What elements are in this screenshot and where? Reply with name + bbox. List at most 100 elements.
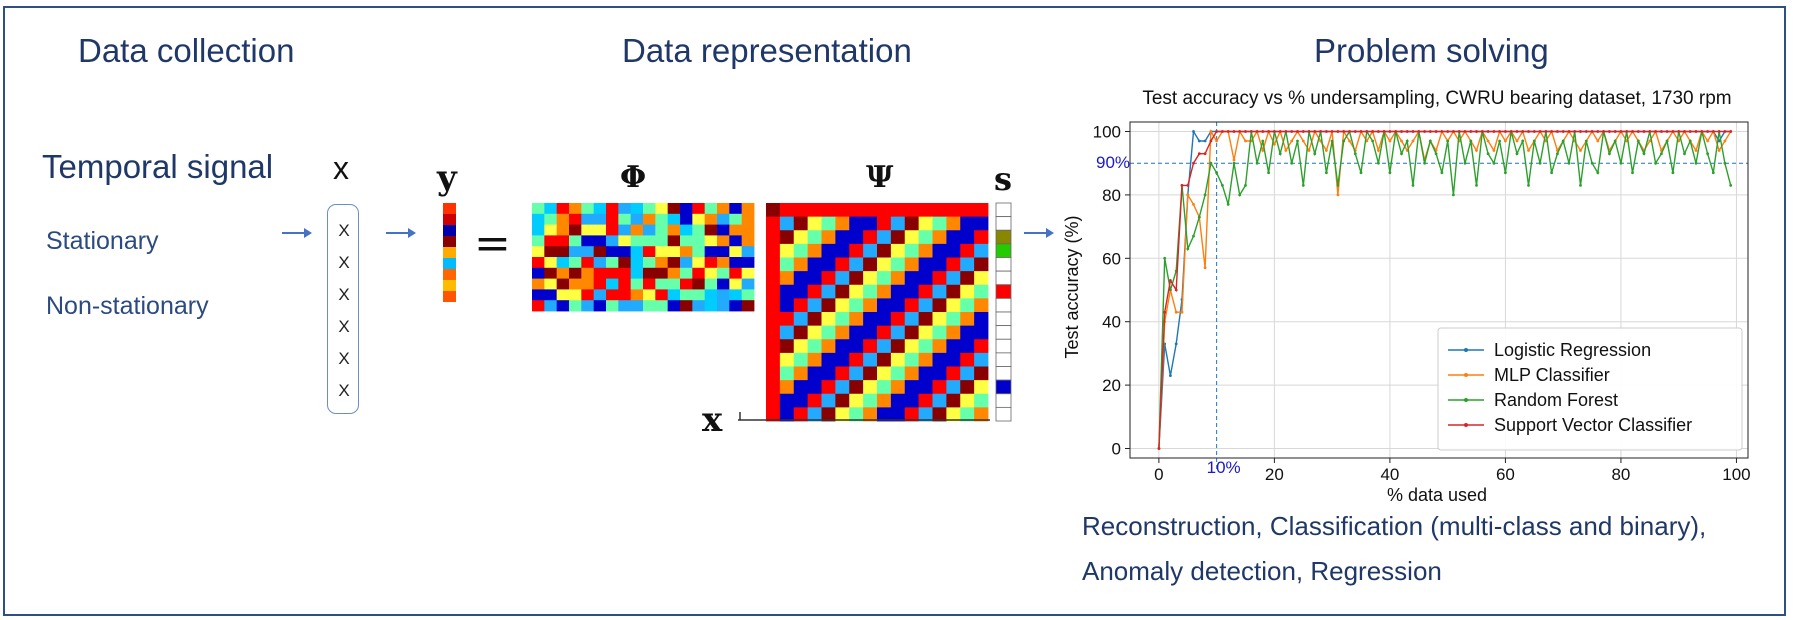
- phi-matrix-cell: [741, 203, 755, 215]
- psi-matrix-cell: [863, 393, 878, 408]
- psi-matrix-cell: [793, 393, 809, 408]
- phi-matrix-cell: [692, 246, 706, 258]
- y-vector-cell: [443, 269, 456, 280]
- phi-matrix-cell: [630, 203, 644, 215]
- psi-matrix-cell: [877, 325, 892, 340]
- phi-matrix-cell: [532, 267, 545, 279]
- psi-matrix-cell: [932, 352, 947, 367]
- phi-matrix-cell: [680, 300, 693, 312]
- psi-matrix-cell: [890, 339, 906, 354]
- psi-matrix-cell: [877, 243, 892, 258]
- series-point: [1400, 152, 1403, 156]
- psi-matrix-cell: [918, 352, 933, 367]
- series-point: [1215, 130, 1218, 133]
- s-vector-cell: [995, 216, 1012, 231]
- s-vector-cell: [995, 311, 1012, 327]
- psi-matrix-cell: [835, 366, 850, 381]
- psi-matrix-cell: [918, 243, 933, 258]
- phi-matrix-cell: [655, 203, 669, 215]
- x-tick-label: 100: [1722, 465, 1750, 484]
- series-point: [1706, 130, 1709, 133]
- heading-data-collection: Data collection: [78, 32, 295, 69]
- psi-matrix-cell: [863, 380, 878, 395]
- phi-matrix-cell: [729, 267, 743, 279]
- series-point: [1452, 130, 1455, 133]
- psi-matrix-cell: [835, 284, 850, 299]
- phi-matrix-cell: [569, 203, 582, 215]
- arrow-icon: [386, 228, 416, 238]
- series-point: [1163, 310, 1167, 314]
- psi-matrix-cell: [835, 271, 850, 286]
- series-point: [1480, 130, 1484, 133]
- phi-matrix-cell: [692, 267, 706, 279]
- s-vector-cell: [995, 297, 1012, 313]
- legend-marker: [1464, 373, 1468, 377]
- series-point: [1342, 139, 1346, 143]
- psi-matrix-cell: [960, 407, 975, 422]
- psi-matrix-cell: [766, 216, 781, 231]
- phi-matrix-cell: [618, 257, 632, 269]
- psi-matrix-cell: [849, 284, 864, 299]
- phi-matrix-cell: [569, 267, 582, 279]
- series-point: [1423, 161, 1426, 165]
- psi-matrix-cell: [807, 216, 822, 231]
- s-vector-cell: [995, 406, 1012, 422]
- psi-matrix-cell: [821, 230, 836, 245]
- psi-matrix-cell: [904, 380, 920, 395]
- psi-matrix-cell: [779, 339, 795, 354]
- series-point: [1631, 171, 1634, 175]
- series-point: [1342, 130, 1346, 133]
- phi-matrix-cell: [606, 278, 619, 290]
- phi-matrix-cell: [581, 278, 595, 290]
- psi-matrix-cell: [946, 312, 961, 327]
- psi-matrix-cell: [807, 366, 822, 381]
- psi-matrix-cell: [877, 380, 892, 395]
- phi-matrix-cell: [606, 246, 619, 258]
- psi-matrix-cell: [779, 407, 795, 422]
- psi-matrix-cell: [877, 366, 892, 381]
- s-vector-cell: [995, 202, 1012, 218]
- psi-matrix-cell: [904, 407, 920, 422]
- series-point: [1648, 130, 1652, 133]
- phi-matrix-cell: [581, 235, 595, 247]
- psi-matrix-cell: [849, 298, 864, 313]
- psi-matrix-cell: [807, 393, 822, 408]
- chart-xlabel: % data used: [1387, 485, 1487, 505]
- series-line: [1158, 129, 1732, 449]
- series-point: [1590, 130, 1594, 133]
- series-point: [1486, 152, 1490, 156]
- series-point: [1325, 171, 1328, 175]
- phi-matrix-cell: [556, 267, 570, 279]
- phi-matrix-cell: [569, 257, 582, 269]
- series-line: [1158, 129, 1732, 449]
- psi-matrix-cell: [766, 284, 781, 299]
- series-point: [1671, 171, 1675, 175]
- x-tick-label: 60: [1496, 465, 1515, 484]
- psi-matrix-cell: [960, 339, 975, 354]
- psi-matrix-cell: [766, 352, 781, 367]
- series-point: [1579, 149, 1582, 152]
- phi-matrix-cell: [655, 289, 669, 301]
- series-point: [1197, 215, 1201, 219]
- phi-matrix-cell: [741, 257, 755, 269]
- phi-matrix-cell: [618, 246, 632, 258]
- phi-matrix-cell: [630, 278, 644, 290]
- psi-matrix-cell: [960, 230, 975, 245]
- series-point: [1221, 130, 1224, 133]
- psi-matrix-cell: [849, 243, 864, 258]
- series-point: [1307, 149, 1311, 152]
- series-point: [1538, 161, 1542, 165]
- series-point: [1273, 142, 1276, 146]
- series-point: [1573, 130, 1577, 133]
- series-point: [1538, 130, 1542, 133]
- psi-matrix-cell: [918, 298, 933, 313]
- y-tick-label: 80: [1102, 186, 1121, 205]
- series-point: [1446, 139, 1450, 143]
- phi-matrix-cell: [532, 300, 545, 312]
- phi-matrix-cell: [655, 246, 669, 258]
- psi-matrix-cell: [890, 312, 906, 327]
- series-point: [1209, 139, 1213, 143]
- phi-matrix-cell: [569, 213, 582, 225]
- series-point: [1665, 130, 1669, 133]
- psi-matrix-cell: [877, 407, 892, 422]
